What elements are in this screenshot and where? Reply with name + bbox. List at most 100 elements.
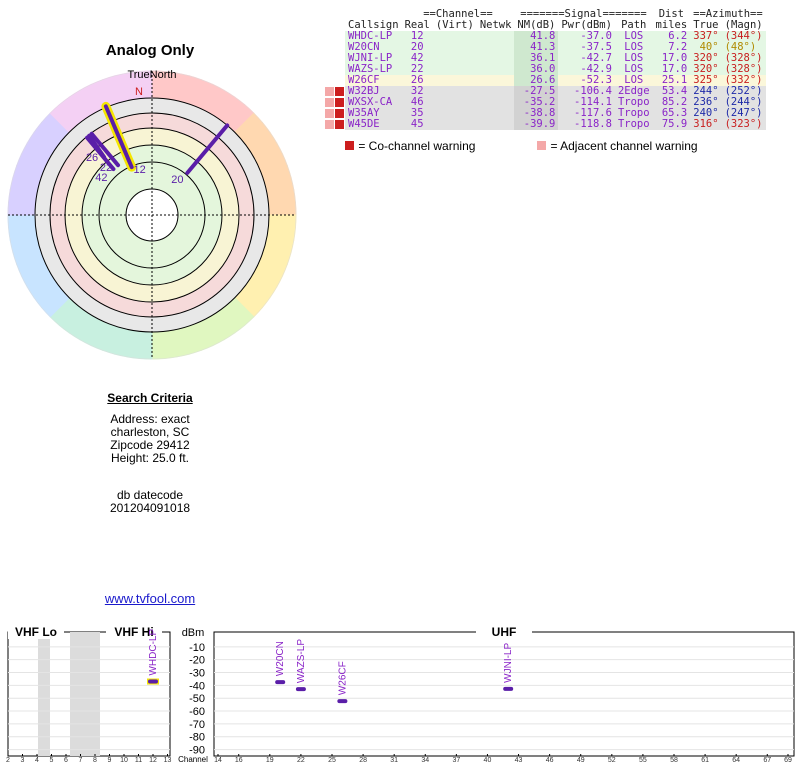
north-letter: N <box>135 86 143 98</box>
spectrum-chart: VHF Lo VHF Hi UHFdBm-10-20-30-40-50-60-70-… <box>6 625 795 764</box>
adjacent-warning-icon <box>325 119 334 129</box>
power-cell: -37.0 <box>558 31 615 42</box>
table-row[interactable]: W35AY 35 -38.8 -117.6 Tropo 65.3 240° (247°) <box>325 108 766 119</box>
table-row[interactable]: WAZS-LP 22 36.0 -42.9 LOS 17.0 320° (328°) <box>325 64 766 75</box>
path-cell: LOS <box>614 31 653 42</box>
callsign-cell: WJNI-LP <box>345 53 402 64</box>
criteria-height: Height: 25.0 ft. <box>110 451 190 465</box>
virtual-channel-cell <box>432 119 477 130</box>
warning-cell <box>325 53 345 64</box>
warning-legend: = Co-channel warning = Adjacent channel … <box>345 138 698 153</box>
channel-tick-label: 16 <box>235 757 243 764</box>
distance-cell: 6.2 <box>652 31 691 42</box>
network-cell <box>476 64 515 75</box>
radar-title: Analog Only <box>105 42 195 59</box>
table-row[interactable]: WHDC-LP 12 41.8 -37.0 LOS 6.2 337° (344°) <box>325 31 766 42</box>
bearing-label-ch20: 20 <box>171 174 183 186</box>
cochannel-warning-icon <box>335 108 344 118</box>
column-header: miles <box>655 19 688 31</box>
channel-tick-label: 69 <box>784 757 792 764</box>
azimuth-true-cell: 337° <box>690 31 722 42</box>
station-label: WHDC-LP <box>148 629 159 676</box>
network-cell <box>476 53 515 64</box>
network-cell <box>476 97 515 108</box>
radar-rainbow-segment <box>7 214 36 229</box>
column-header: NM(dB) <box>517 19 556 31</box>
warning-cell <box>325 108 345 119</box>
channel-tick-label: 25 <box>328 757 336 764</box>
warn-col-header <box>325 20 345 31</box>
virtual-channel-cell <box>432 42 477 53</box>
cochannel-swatch <box>345 141 354 151</box>
cochannel-warning-icon <box>335 97 344 107</box>
group-header-cell: ==Azimuth== <box>693 8 763 20</box>
warning-cell <box>325 75 345 86</box>
channel-tick-label: 40 <box>484 757 492 764</box>
table-row[interactable]: W26CF 26 26.6 -52.3 LOS 25.1 325° (332°) <box>325 75 766 86</box>
network-cell <box>476 75 515 86</box>
warning-cell <box>325 97 345 108</box>
table-row[interactable]: WXSX-CA 46 -35.2 -114.1 Tropo 85.2 236° (244°) <box>325 97 766 108</box>
db-datecode-label: db datecode <box>116 488 184 502</box>
real-channel-cell: 42 <box>401 53 433 64</box>
tvfool-link[interactable]: www.tvfool.com <box>104 591 196 606</box>
virtual-channel-cell <box>432 97 477 108</box>
band-label-bg <box>106 625 162 639</box>
azimuth-magnetic-cell: (252°) <box>721 86 766 97</box>
real-channel-cell: 12 <box>401 31 433 42</box>
band-label: VHF Lo <box>15 625 57 639</box>
table-column-header: Callsign Real (Virt) Netwk NM(dB) Pwr(dBm) Pat… <box>325 20 766 31</box>
azimuth-magnetic-cell: (247°) <box>721 108 766 119</box>
distance-cell: 85.2 <box>652 97 691 108</box>
true-north-label: TrueNorth <box>127 69 176 81</box>
channel-tick-label: 2 <box>6 757 10 764</box>
power-cell: -37.5 <box>558 42 615 53</box>
table-row[interactable]: W20CN 20 41.3 -37.5 LOS 7.2 40° (48°) <box>325 42 766 53</box>
cochannel-warning-icon <box>335 119 344 129</box>
network-cell <box>476 108 515 119</box>
real-channel-cell: 45 <box>401 119 433 130</box>
db-datecode-value: 201204091018 <box>109 501 191 515</box>
station-label: W26CF <box>337 661 348 695</box>
bearing-line-ch22 <box>89 131 121 168</box>
power-cell: -114.1 <box>558 97 615 108</box>
virtual-channel-cell <box>432 75 477 86</box>
column-header: (Virt) <box>435 19 474 31</box>
azimuth-true-cell: 320° <box>690 64 722 75</box>
column-header: Netwk <box>479 19 512 31</box>
noise-margin-cell: 26.6 <box>514 75 559 86</box>
station-bar-w26cf <box>337 699 348 704</box>
table-group-header: ==Channel== =======Signal======= Dist ==Azi… <box>325 9 766 20</box>
callsign-cell: W45DE <box>345 119 402 130</box>
distance-cell: 17.0 <box>652 53 691 64</box>
vhf-gap-block <box>70 632 100 756</box>
channel-tick-label: 31 <box>390 757 398 764</box>
table-row[interactable]: WJNI-LP 42 36.1 -42.7 LOS 17.0 320° (328°) <box>325 53 766 64</box>
distance-cell: 7.2 <box>652 42 691 53</box>
adjacent-legend-text: = Adjacent channel warning <box>550 138 698 153</box>
noise-margin-cell: 41.8 <box>514 31 559 42</box>
azimuth-true-cell: 244° <box>690 86 722 97</box>
power-cell: -42.7 <box>558 53 615 64</box>
station-table: ==Channel== =======Signal======= Dist ==Azi… <box>325 9 766 130</box>
channel-axis-label: Channel <box>178 755 208 764</box>
table-row[interactable]: W32BJ 32 -27.5 -106.4 2Edge 53.4 244° (252°) <box>325 86 766 97</box>
channel-tick-label: 22 <box>297 757 305 764</box>
path-cell: LOS <box>614 42 653 53</box>
channel-tick-label: 64 <box>732 757 740 764</box>
table-row[interactable]: W45DE 45 -39.9 -118.8 Tropo 75.9 316° (323°) <box>325 119 766 130</box>
azimuth-magnetic-cell: (323°) <box>721 119 766 130</box>
azimuth-true-cell: 40° <box>690 42 722 53</box>
cochannel-warning-icon <box>335 86 344 96</box>
noise-margin-cell: -35.2 <box>514 97 559 108</box>
path-cell: Tropo <box>614 108 653 119</box>
power-cell: -42.9 <box>558 64 615 75</box>
channel-tick-label: 10 <box>120 757 128 764</box>
virtual-channel-cell <box>432 86 477 97</box>
channel-tick-label: 12 <box>149 757 157 764</box>
noise-margin-cell: -38.8 <box>514 108 559 119</box>
real-channel-cell: 32 <box>401 86 433 97</box>
virtual-channel-cell <box>432 53 477 64</box>
criteria-zipcode: Zipcode 29412 <box>110 438 190 452</box>
callsign-cell: WXSX-CA <box>345 97 402 108</box>
